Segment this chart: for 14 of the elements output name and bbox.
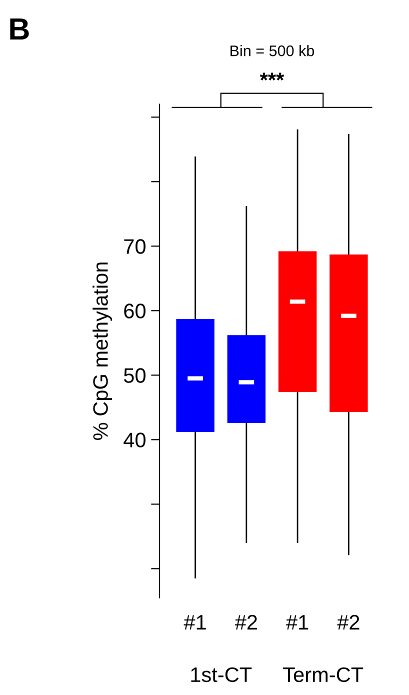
text: Term-CT bbox=[283, 667, 364, 682]
x-tick-label: #2 bbox=[234, 614, 257, 630]
y-axis-title: % CpG methylation bbox=[92, 262, 112, 440]
y-tick-label: 70 bbox=[124, 239, 146, 254]
y-tick-label: 60 bbox=[124, 304, 146, 318]
text: Bin = 500 kb bbox=[230, 45, 314, 56]
y-tick-label: 50 bbox=[124, 368, 146, 383]
text: *** bbox=[260, 72, 284, 80]
text: 1st-CT bbox=[191, 667, 252, 682]
x-tick-label: #2 bbox=[337, 614, 360, 630]
x-tick-label: #1 bbox=[184, 615, 206, 630]
y-tick-label: 40 bbox=[124, 432, 146, 448]
text: B bbox=[10, 18, 29, 40]
x-tick-label: #1 bbox=[286, 615, 308, 630]
